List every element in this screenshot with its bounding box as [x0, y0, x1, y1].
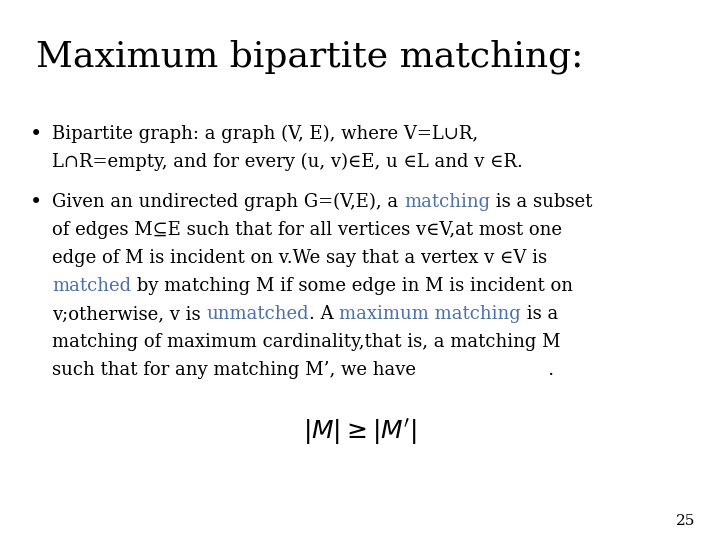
Text: •: • [30, 125, 42, 144]
Text: maximum matching: maximum matching [339, 305, 521, 323]
Text: . A: . A [309, 305, 339, 323]
Text: v;otherwise, v is: v;otherwise, v is [52, 305, 207, 323]
Text: L∩R=empty, and for every (u, v)∈E, u ∈L and v ∈R.: L∩R=empty, and for every (u, v)∈E, u ∈L … [52, 153, 523, 171]
Text: •: • [30, 193, 42, 212]
Text: matching: matching [404, 193, 490, 211]
Text: edge of M is incident on v.We say that a vertex v ∈V is: edge of M is incident on v.We say that a… [52, 249, 547, 267]
Text: $|M|\geq|M'|$: $|M|\geq|M'|$ [303, 417, 417, 447]
Text: unmatched: unmatched [207, 305, 309, 323]
Text: matched: matched [52, 277, 131, 295]
Text: Given an undirected graph G=(V,E), a: Given an undirected graph G=(V,E), a [52, 193, 404, 211]
Text: is a subset: is a subset [490, 193, 593, 211]
Text: of edges M⊆E such that for all vertices v∈V,at most one: of edges M⊆E such that for all vertices … [52, 221, 562, 239]
Text: Maximum bipartite matching:: Maximum bipartite matching: [36, 40, 583, 75]
Text: by matching M if some edge in M is incident on: by matching M if some edge in M is incid… [131, 277, 573, 295]
Text: Bipartite graph: a graph (V, E), where V=L∪R,: Bipartite graph: a graph (V, E), where V… [52, 125, 478, 143]
Text: is a: is a [521, 305, 559, 323]
Text: 25: 25 [675, 514, 695, 528]
Text: matching of maximum cardinality,that is, a matching M: matching of maximum cardinality,that is,… [52, 333, 560, 351]
Text: such that for any matching M’, we have                       .: such that for any matching M’, we have . [52, 361, 554, 379]
